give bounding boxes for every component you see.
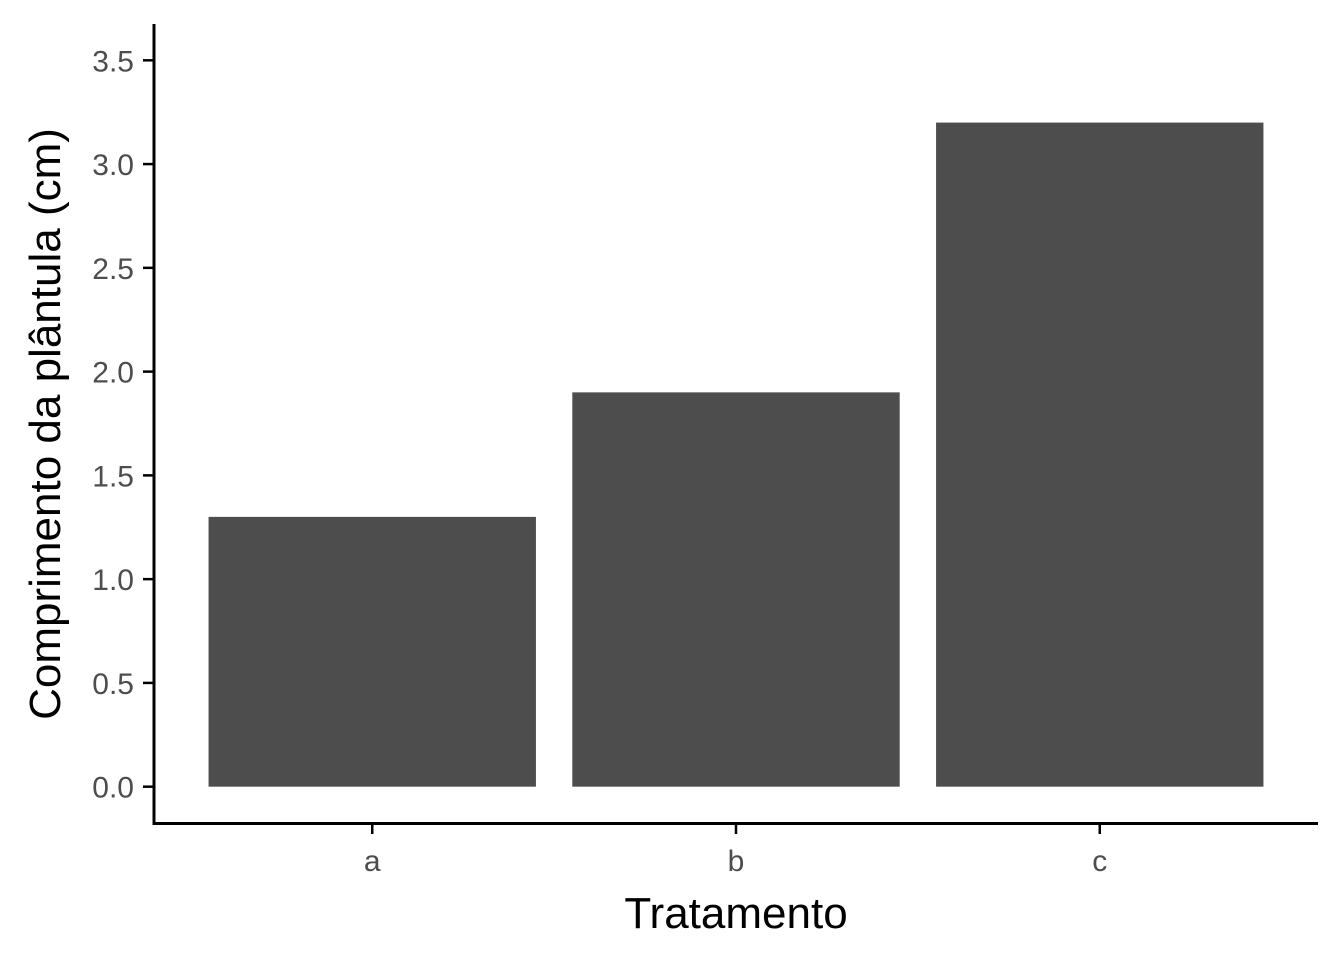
y-ticks: 0.0 0.5 1.0 1.5 2.0 2.5 3.0 3.5 [92, 45, 154, 805]
x-tick-label-c: c [1092, 845, 1107, 878]
y-tick-label-3.0: 3.0 [92, 149, 134, 182]
x-tick-label-a: a [364, 845, 381, 878]
x-tick-label-b: b [728, 845, 745, 878]
y-tick-label-0.5: 0.5 [92, 668, 134, 701]
y-tick-label-0.0: 0.0 [92, 772, 134, 805]
y-tick-label-2.0: 2.0 [92, 357, 134, 390]
y-tick-label-2.5: 2.5 [92, 253, 134, 286]
y-axis-title: Comprimento da plântula (cm) [21, 128, 70, 720]
y-tick-label-3.5: 3.5 [92, 45, 134, 78]
bars [208, 122, 1264, 787]
y-tick-label-1.5: 1.5 [92, 460, 134, 493]
bar-a [208, 516, 536, 787]
bar-b [572, 392, 900, 787]
x-axis-title: Tratamento [624, 889, 847, 938]
y-tick-label-1.0: 1.0 [92, 564, 134, 597]
bar-c [936, 122, 1264, 787]
x-ticks: a b c [364, 823, 1107, 878]
